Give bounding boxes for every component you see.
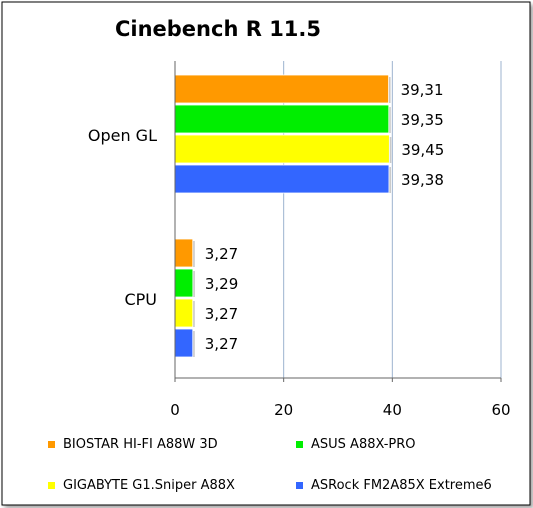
bar [174,164,390,194]
legend-label: ASRock FM2A85X Extreme6 [311,478,492,493]
bar [174,134,390,164]
x-tick-label: 40 [383,401,402,419]
legend-label: ASUS A88X-PRO [311,437,416,452]
legend-label: BIOSTAR HI-FI A88W 3D [63,437,218,452]
legend-swatch [296,482,303,489]
data-label: 39,45 [401,141,444,159]
bar [174,298,194,328]
chart-title: Cinebench R 11.5 [115,17,321,41]
x-tick-label: 20 [274,401,293,419]
legend-swatch [48,482,55,489]
legend-swatch [48,441,55,448]
legend-label: GIGABYTE G1.Sniper A88X [63,478,235,493]
bar [174,268,194,298]
category-label: Open GL [88,126,157,145]
data-label: 3,27 [205,305,238,323]
labels-layer: 39,31 39,35 39,45 39,38 Open GL 3,27 3,29 3,27 3… [88,81,444,353]
legend-swatch [296,441,303,448]
data-label: 39,35 [401,111,444,129]
data-label: 3,29 [205,275,238,293]
bar [174,104,390,134]
legend: BIOSTAR HI-FI A88W 3D ASUS A88X-PRO GIGABY… [48,437,492,493]
x-tick-label: 60 [491,401,510,419]
x-tick-label: 0 [170,401,180,419]
category-label: CPU [124,290,157,309]
data-label: 39,38 [401,171,444,189]
bars-layer [174,74,392,358]
data-label: 3,27 [205,335,238,353]
bar [174,238,194,268]
axis-layer: 0 20 40 60 [170,61,511,419]
bar [174,328,194,358]
data-label: 3,27 [205,245,238,263]
data-label: 39,31 [401,81,444,99]
bar [174,74,389,104]
